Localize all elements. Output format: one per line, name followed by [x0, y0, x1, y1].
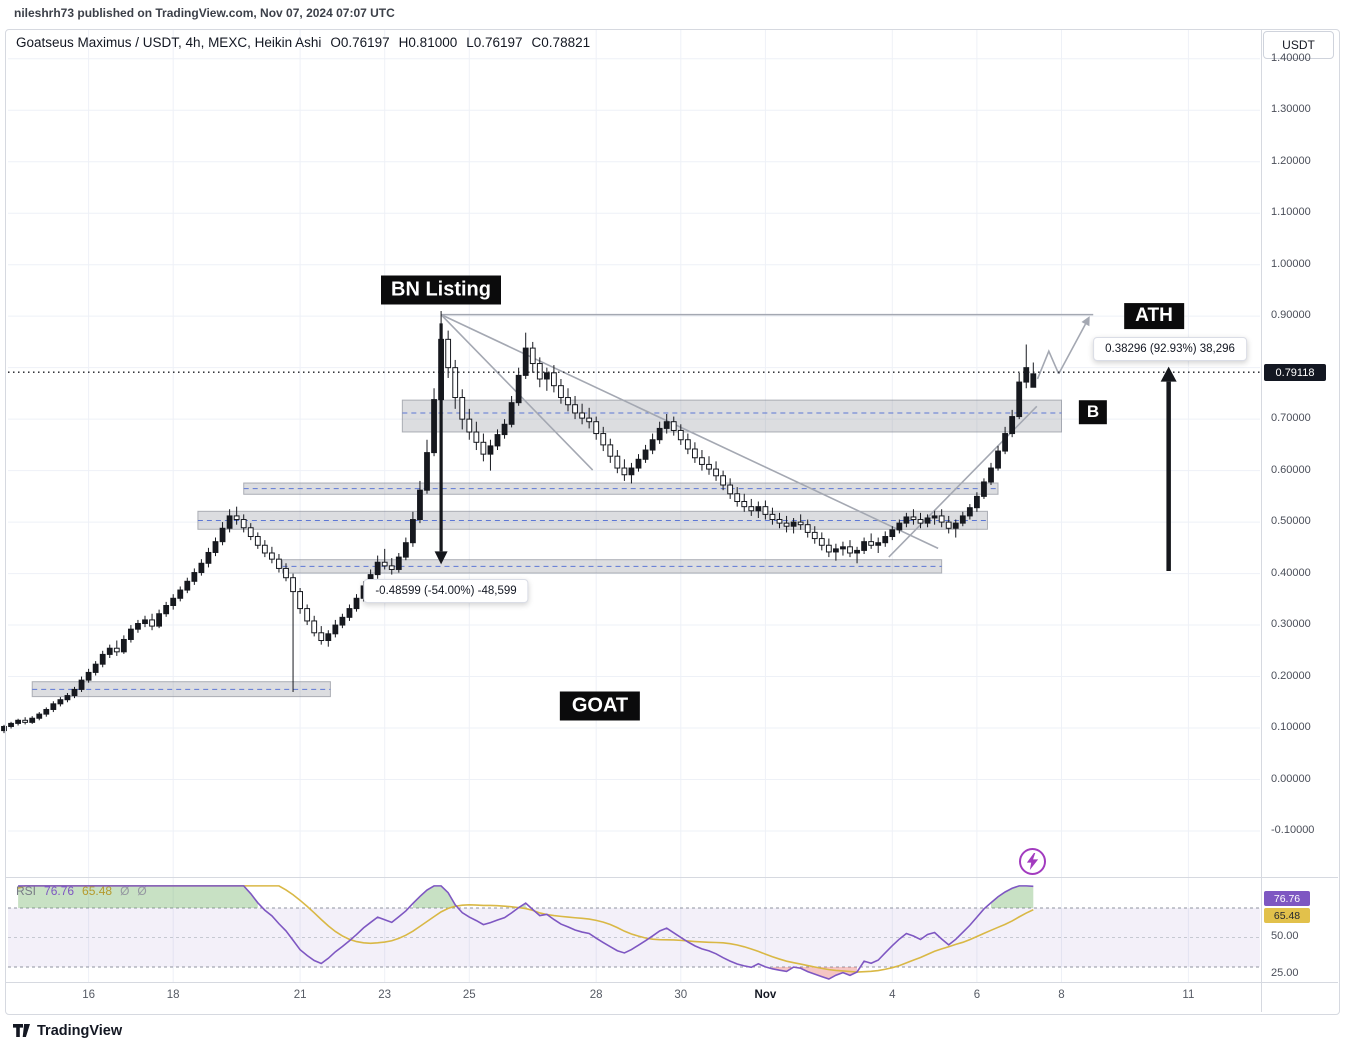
time-axis-label: 11 — [1182, 989, 1195, 1001]
price-axis-label: 0.60000 — [1271, 463, 1311, 476]
time-axis-label: 18 — [166, 989, 180, 1001]
ohlc-high: H0.81000 — [398, 35, 458, 50]
currency-toggle-button[interactable]: USDT — [1263, 31, 1334, 59]
boost-button[interactable] — [1019, 848, 1046, 875]
annotation-ath[interactable]: ATH — [1124, 303, 1184, 329]
price-axis-label: 0.30000 — [1271, 618, 1311, 631]
time-axis-label: 4 — [889, 989, 896, 1001]
rsi-empty-slot-icon: Ø — [137, 884, 147, 898]
rsi-indicator-header[interactable]: RSI 76.76 65.48 Ø Ø — [16, 884, 147, 898]
rsi-value: 76.76 — [44, 884, 75, 898]
time-axis-label: 30 — [674, 989, 688, 1001]
price-axis-label: 1.20000 — [1271, 154, 1311, 167]
time-axis-label: Nov — [754, 989, 777, 1001]
measure-drop-tooltip: -0.48599 (-54.00%) -48,599 — [363, 579, 529, 603]
price-axis-label: 0.70000 — [1271, 412, 1311, 425]
time-axis-label: 25 — [462, 989, 476, 1001]
time-axis-label: 23 — [378, 989, 392, 1001]
tradingview-logo-icon — [13, 1024, 30, 1037]
time-axis-label: 28 — [589, 989, 603, 1001]
symbol-header[interactable]: Goatseus Maximus / USDT, 4h, MEXC, Heiki… — [16, 35, 590, 50]
annotation-goat[interactable]: GOAT — [559, 691, 641, 721]
rsi-value-badge: 76.76 — [1264, 891, 1310, 906]
price-axis-label: 1.30000 — [1271, 103, 1311, 116]
time-axis-label: 6 — [973, 989, 981, 1001]
rsi-ma-value: 65.48 — [82, 884, 113, 898]
price-axis-label: 0.50000 — [1271, 515, 1311, 528]
tradingview-logo-text: TradingView — [37, 1022, 123, 1039]
price-axis-label: 1.40000 — [1271, 51, 1311, 64]
published-byline: nileshrh73 published on TradingView.com,… — [14, 6, 395, 20]
price-axis-label: 1.00000 — [1271, 257, 1311, 270]
symbol-title: Goatseus Maximus / USDT, 4h, MEXC, Heiki… — [16, 35, 322, 50]
price-axis-label: 0.90000 — [1271, 309, 1311, 322]
rsi-axis-label-50: 50.00 — [1271, 930, 1299, 942]
ohlc-open: O0.76197 — [330, 35, 390, 50]
time-axis-label: 8 — [1058, 989, 1065, 1001]
current-price-badge: 0.79118 — [1264, 364, 1326, 381]
rsi-label: RSI — [16, 884, 37, 898]
ohlc-low: L0.76197 — [466, 35, 523, 50]
price-axis-label: 0.20000 — [1271, 669, 1311, 682]
rsi-axis-label-25: 25.00 — [1271, 967, 1299, 979]
time-axis-label: 16 — [82, 989, 95, 1001]
price-axis-label: 0.10000 — [1271, 721, 1311, 734]
price-axis-label: 0.00000 — [1271, 772, 1311, 785]
time-axis-label: 21 — [293, 989, 307, 1001]
annotation-b[interactable]: B — [1078, 400, 1108, 424]
price-axis-label: -0.10000 — [1271, 823, 1315, 836]
lightning-icon — [1026, 853, 1039, 870]
price-axis-label: 1.10000 — [1271, 206, 1311, 219]
rsi-ma-value-badge: 65.48 — [1264, 908, 1310, 923]
annotation-bn-listing[interactable]: BN Listing — [381, 275, 501, 305]
measure-rise-tooltip: 0.38296 (92.93%) 38,296 — [1093, 337, 1247, 361]
price-axis-label: 0.40000 — [1271, 566, 1311, 579]
tradingview-logo[interactable]: TradingView — [12, 1021, 122, 1040]
ohlc-close: C0.78821 — [531, 35, 591, 50]
rsi-empty-slot-icon: Ø — [120, 884, 130, 898]
